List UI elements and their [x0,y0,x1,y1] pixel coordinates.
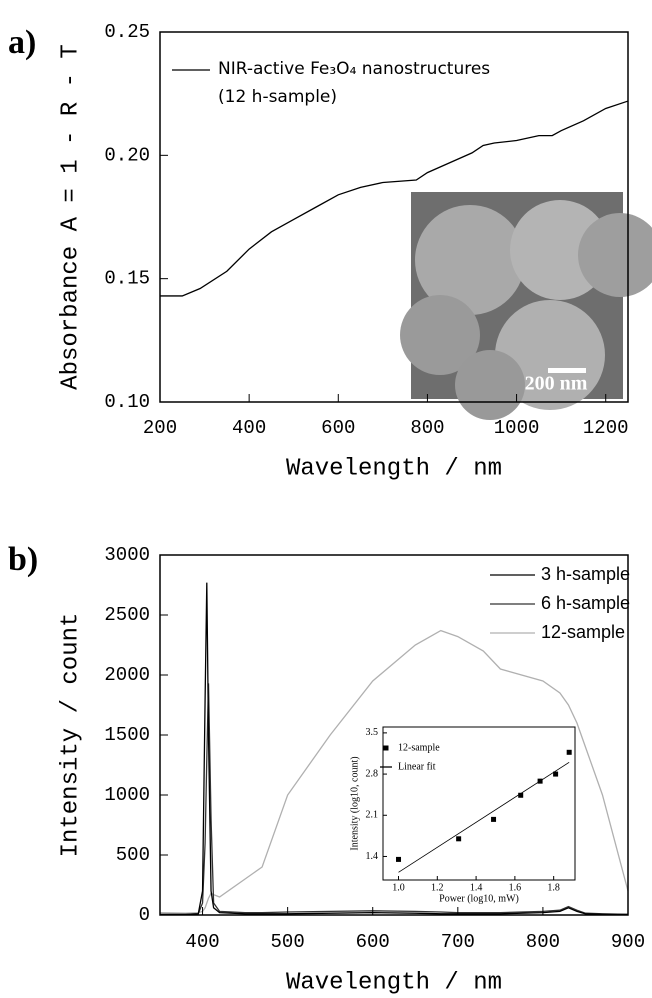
y-axis-title: Absorbance A = 1 - R - T [57,44,84,390]
y-tick-label: 0.20 [104,144,150,166]
series-line [160,683,629,916]
y-tick-label: 0.10 [104,391,150,413]
legend-label: 6 h-sample [541,593,630,613]
x-tick-label: 400 [232,417,266,439]
series-line [160,582,628,916]
x-tick-label: 700 [441,931,475,953]
x-tick-label: 600 [356,931,390,953]
legend-label: NIR-active Fe₃O₄ nanostructures (12 h-sa… [218,59,491,107]
y-tick-label: 0.15 [104,268,150,290]
y-tick-label: 1500 [104,724,150,746]
scatter-point [456,836,462,842]
panel-label: a) [8,24,36,61]
x-tick-label: 900 [611,931,645,953]
series-line [159,629,629,914]
legend-label: 12-sample [398,742,440,753]
y-axis-title: Intensity / count [57,613,84,858]
scatter-point [518,792,524,798]
x-tick-label: 800 [526,931,560,953]
legend-swatch [383,745,389,751]
plot-frame [382,726,576,881]
inset-background [383,727,575,880]
x-tick-label: 500 [271,931,305,953]
scatter-point [491,816,497,822]
y-axis-title: Intensity (log10, count) [349,756,360,850]
x-axis-title: Wavelength / nm [286,455,502,482]
scatter-point [537,778,543,784]
x-tick-label: 1000 [494,417,540,439]
scatter-point [553,771,559,777]
legend-label: Linear fit [398,761,436,772]
x-tick-label: 1.4 [470,882,483,893]
plot-area [396,749,572,873]
legend-label: 3 h-sample [541,564,630,584]
plot-frame [159,31,629,403]
x-tick-label: 1200 [583,417,629,439]
chart: 400 500 600 700 800 900 0 500 1000 1500 2000 2500 30… [57,544,645,996]
x-tick-label: 800 [410,417,444,439]
panel-label: b) [8,541,38,578]
y-tick-label: 1000 [104,784,150,806]
x-tick-label: 1.2 [431,882,444,893]
x-axis-title: Wavelength / nm [286,969,502,996]
plot-area [160,100,629,297]
chart: 1.0 1.2 1.4 1.6 1.8 1.4 2.1 2.8 3.5 Power (log10,… [349,726,576,904]
x-tick-label: 400 [185,931,219,953]
plot-area [159,582,629,916]
y-tick-label: 500 [116,844,150,866]
y-tick-label: 3.5 [366,727,379,738]
y-tick-label: 3000 [104,544,150,566]
scatter-point [396,856,402,862]
legend-label: 12-sample [541,622,625,642]
y-tick-label: 2000 [104,664,150,686]
x-tick-label: 1.0 [392,882,405,893]
y-tick-label: 0.25 [104,21,150,43]
y-tick-label: 0 [139,904,150,926]
x-tick-label: 200 [143,417,177,439]
y-tick-label: 2500 [104,604,150,626]
x-axis-title: Power (log10, mW) [439,893,519,904]
scale-bar-label: 200 nm [525,373,588,395]
y-tick-label: 2.8 [366,768,379,779]
series-line [160,100,629,297]
x-tick-label: 1.8 [547,882,560,893]
scatter-point [566,749,572,755]
chart: 200 400 600 800 1000 1200 0.10 0.15 0.20 0.25 Wave… [57,21,629,482]
y-tick-label: 2.1 [366,810,379,821]
x-tick-label: 1.6 [509,882,522,893]
legend: NIR-active Fe₃O₄ nanostructures (12 h-sa… [218,59,491,107]
x-tick-label: 600 [321,417,355,439]
y-tick-label: 1.4 [366,851,379,862]
